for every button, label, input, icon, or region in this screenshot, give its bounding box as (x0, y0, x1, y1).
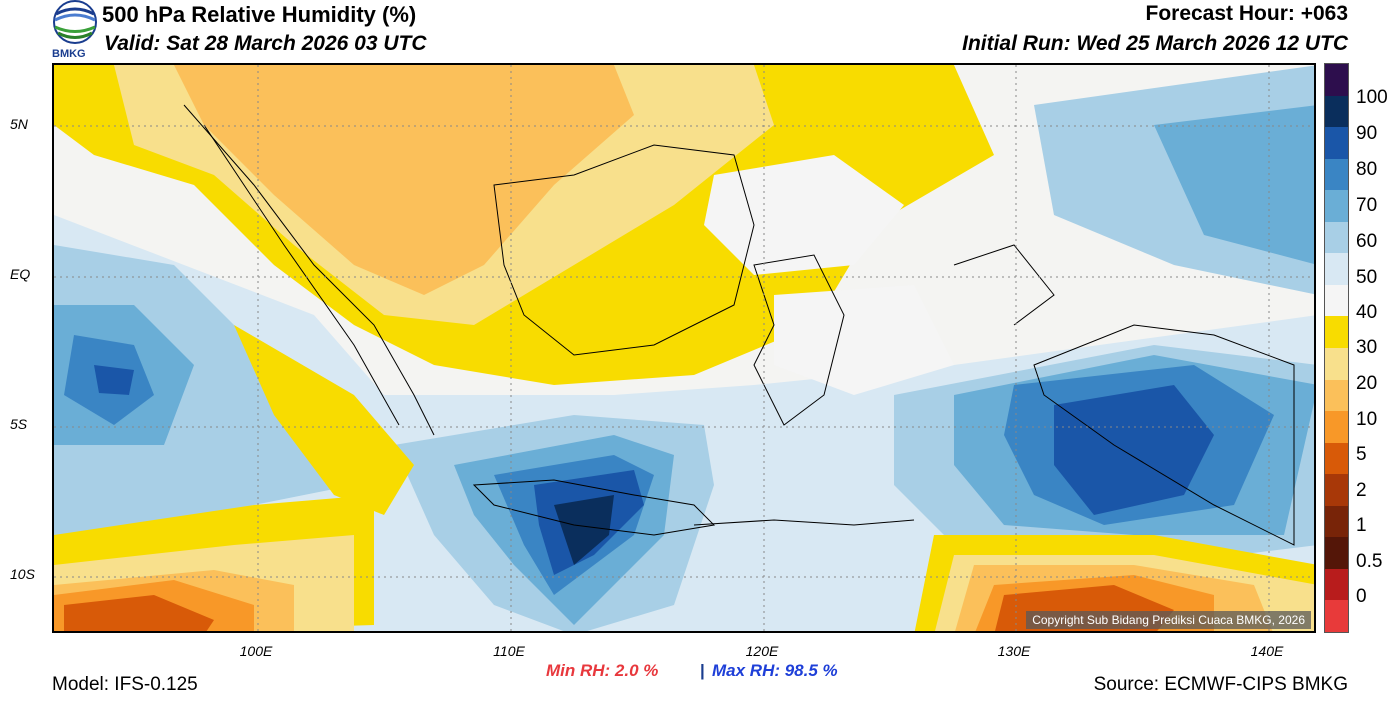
min-rh: Min RH: 2.0 % (546, 661, 659, 680)
colorbar-label: 80 (1356, 159, 1378, 180)
colorbar-segment (1325, 600, 1348, 633)
colorbar-segment (1325, 158, 1348, 191)
lon-label: 110E (493, 643, 525, 659)
colorbar-label: 50 (1356, 267, 1378, 288)
colorbar-segment (1325, 474, 1348, 507)
colorbar-segment (1325, 411, 1348, 444)
bmkg-logo (50, 0, 100, 60)
colorbar-segment (1325, 221, 1348, 254)
colorbar-segment (1325, 379, 1348, 412)
lat-label: EQ (10, 266, 31, 282)
colorbar-segment (1325, 127, 1348, 160)
colorbar-segment (1325, 348, 1348, 381)
lat-label: 10S (10, 566, 35, 582)
colorbar-segment (1325, 190, 1348, 223)
max-rh: Max RH: 98.5 % (712, 661, 838, 680)
colorbar-label: 30 (1356, 337, 1378, 358)
logo-text: BMKG (52, 48, 86, 60)
lon-label: 130E (997, 643, 1031, 659)
colorbar-label: 70 (1356, 195, 1378, 216)
colorbar-segment (1325, 537, 1348, 570)
lat-label: 5S (10, 416, 28, 432)
colorbar-label: 0 (1356, 586, 1367, 607)
colorbar-label: 90 (1356, 123, 1378, 144)
colorbar-label: 100 (1356, 87, 1388, 108)
colorbar-segment (1325, 95, 1348, 128)
colorbar-label: 5 (1356, 444, 1367, 465)
humidity-map: Copyright Sub Bidang Prediksi Cuaca BMKG… (52, 63, 1316, 633)
colorbar-label: 1 (1356, 515, 1367, 536)
lon-label: 100E (239, 643, 273, 659)
colorbar-label: 60 (1356, 231, 1378, 252)
lon-label: 140E (1250, 643, 1284, 659)
colorbar-segment (1325, 568, 1348, 601)
colorbar-segment (1325, 442, 1348, 475)
colorbar (1324, 63, 1349, 633)
model-label: Model: IFS-0.125 (52, 674, 198, 695)
colorbar-label: 40 (1356, 302, 1378, 323)
colorbar-label: 20 (1356, 373, 1378, 394)
lat-label: 5N (10, 116, 28, 132)
initial-run: Initial Run: Wed 25 March 2026 12 UTC (962, 32, 1348, 55)
colorbar-segment (1325, 284, 1348, 317)
colorbar-segment (1325, 64, 1348, 97)
valid-time: Valid: Sat 28 March 2026 03 UTC (104, 32, 427, 55)
colorbar-segment (1325, 253, 1348, 286)
map-canvas (54, 65, 1314, 631)
colorbar-label: 0.5 (1356, 551, 1383, 572)
colorbar-label: 10 (1356, 409, 1378, 430)
chart-title: 500 hPa Relative Humidity (%) (102, 2, 417, 27)
colorbar-segment (1325, 316, 1348, 349)
lon-label: 120E (745, 643, 779, 659)
colorbar-label: 2 (1356, 480, 1367, 501)
copyright-notice: Copyright Sub Bidang Prediksi Cuaca BMKG… (1026, 611, 1311, 629)
forecast-hour: Forecast Hour: +063 (1145, 2, 1349, 25)
source-label: Source: ECMWF-CIPS BMKG (1093, 674, 1348, 695)
rh-separator: | (700, 661, 705, 680)
colorbar-segment (1325, 505, 1348, 538)
